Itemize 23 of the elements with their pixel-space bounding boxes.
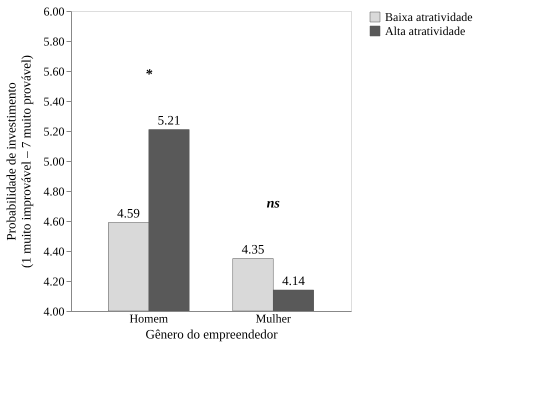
annotation: * <box>145 68 154 82</box>
y-tick-label: 5.60 <box>44 64 64 78</box>
data-label: 5.21 <box>158 112 180 128</box>
y-tick-label: 4.00 <box>44 304 64 318</box>
x-tick-label: Homem <box>129 312 169 326</box>
legend-label: Alta atratividade <box>385 24 466 38</box>
y-tick-label: 4.20 <box>44 274 64 288</box>
legend-label: Baixa atratividade <box>385 10 473 24</box>
data-label: 4.59 <box>117 206 140 220</box>
y-tick-label: 5.20 <box>44 124 64 138</box>
y-tick-label: 5.40 <box>44 94 64 108</box>
x-tick-label: Mulher <box>256 312 291 326</box>
y-tick-label: 6.00 <box>44 4 64 18</box>
y-tick-label: 4.40 <box>44 244 64 258</box>
y-tick-label: 4.60 <box>44 214 64 228</box>
x-axis-title: Gênero do empreendedor <box>145 326 278 342</box>
annotation: ns <box>266 196 280 212</box>
data-label: 4.35 <box>242 242 264 256</box>
y-axis-title: Probabilidade de investimento (1 muito improvável – 7 muito provável) <box>4 54 34 268</box>
y-tick-label: 5.80 <box>44 34 64 48</box>
y-tick-label: 5.00 <box>44 154 64 168</box>
data-label: 4.14 <box>282 273 306 288</box>
y-tick-label: 4.80 <box>44 184 64 198</box>
